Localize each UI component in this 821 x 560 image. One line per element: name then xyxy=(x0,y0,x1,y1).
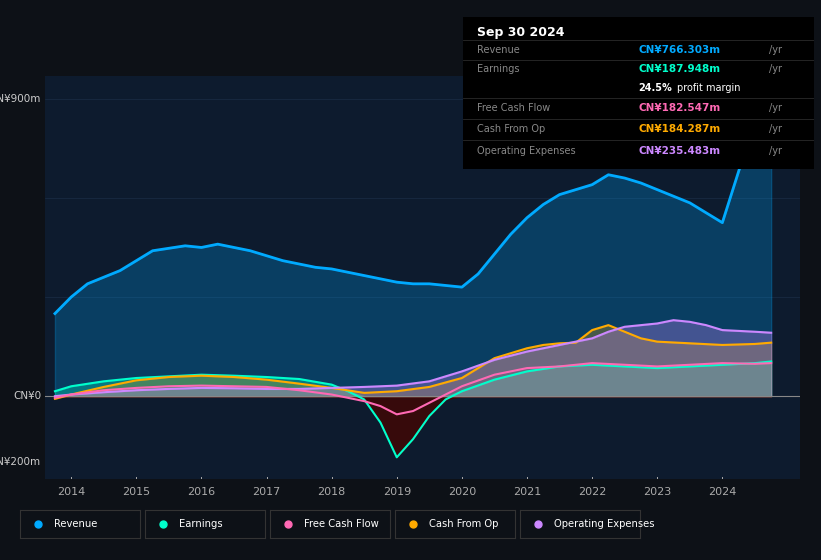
Text: /yr: /yr xyxy=(768,146,782,156)
Text: 2022: 2022 xyxy=(578,487,606,497)
Text: CN¥0: CN¥0 xyxy=(13,391,41,401)
Text: 2018: 2018 xyxy=(318,487,346,497)
Text: /yr: /yr xyxy=(768,103,782,113)
Text: CN¥182.547m: CN¥182.547m xyxy=(639,103,721,113)
Text: 24.5%: 24.5% xyxy=(639,83,672,93)
Text: 2021: 2021 xyxy=(513,487,541,497)
Text: /yr: /yr xyxy=(768,64,782,74)
Text: Cash From Op: Cash From Op xyxy=(429,519,498,529)
Text: Operating Expenses: Operating Expenses xyxy=(553,519,654,529)
Text: 2016: 2016 xyxy=(187,487,215,497)
Text: profit margin: profit margin xyxy=(677,83,741,93)
Text: 2015: 2015 xyxy=(122,487,150,497)
Text: Earnings: Earnings xyxy=(477,64,520,74)
Text: /yr: /yr xyxy=(768,45,782,55)
Text: 2023: 2023 xyxy=(643,487,672,497)
Text: Free Cash Flow: Free Cash Flow xyxy=(477,103,550,113)
Text: Free Cash Flow: Free Cash Flow xyxy=(304,519,378,529)
Text: 2019: 2019 xyxy=(383,487,410,497)
Text: Revenue: Revenue xyxy=(53,519,97,529)
Text: CN¥235.483m: CN¥235.483m xyxy=(639,146,721,156)
Text: 2017: 2017 xyxy=(252,487,281,497)
Text: CN¥900m: CN¥900m xyxy=(0,94,41,104)
Text: 2024: 2024 xyxy=(709,487,736,497)
Text: Revenue: Revenue xyxy=(477,45,520,55)
Text: Cash From Op: Cash From Op xyxy=(477,124,545,134)
Text: Operating Expenses: Operating Expenses xyxy=(477,146,576,156)
Text: CN¥187.948m: CN¥187.948m xyxy=(639,64,721,74)
Text: Earnings: Earnings xyxy=(179,519,222,529)
Text: 2020: 2020 xyxy=(447,487,476,497)
Text: -CN¥200m: -CN¥200m xyxy=(0,458,41,467)
Text: CN¥766.303m: CN¥766.303m xyxy=(639,45,721,55)
Text: CN¥184.287m: CN¥184.287m xyxy=(639,124,721,134)
Text: 2014: 2014 xyxy=(57,487,85,497)
Text: Sep 30 2024: Sep 30 2024 xyxy=(477,26,565,39)
Text: /yr: /yr xyxy=(768,124,782,134)
